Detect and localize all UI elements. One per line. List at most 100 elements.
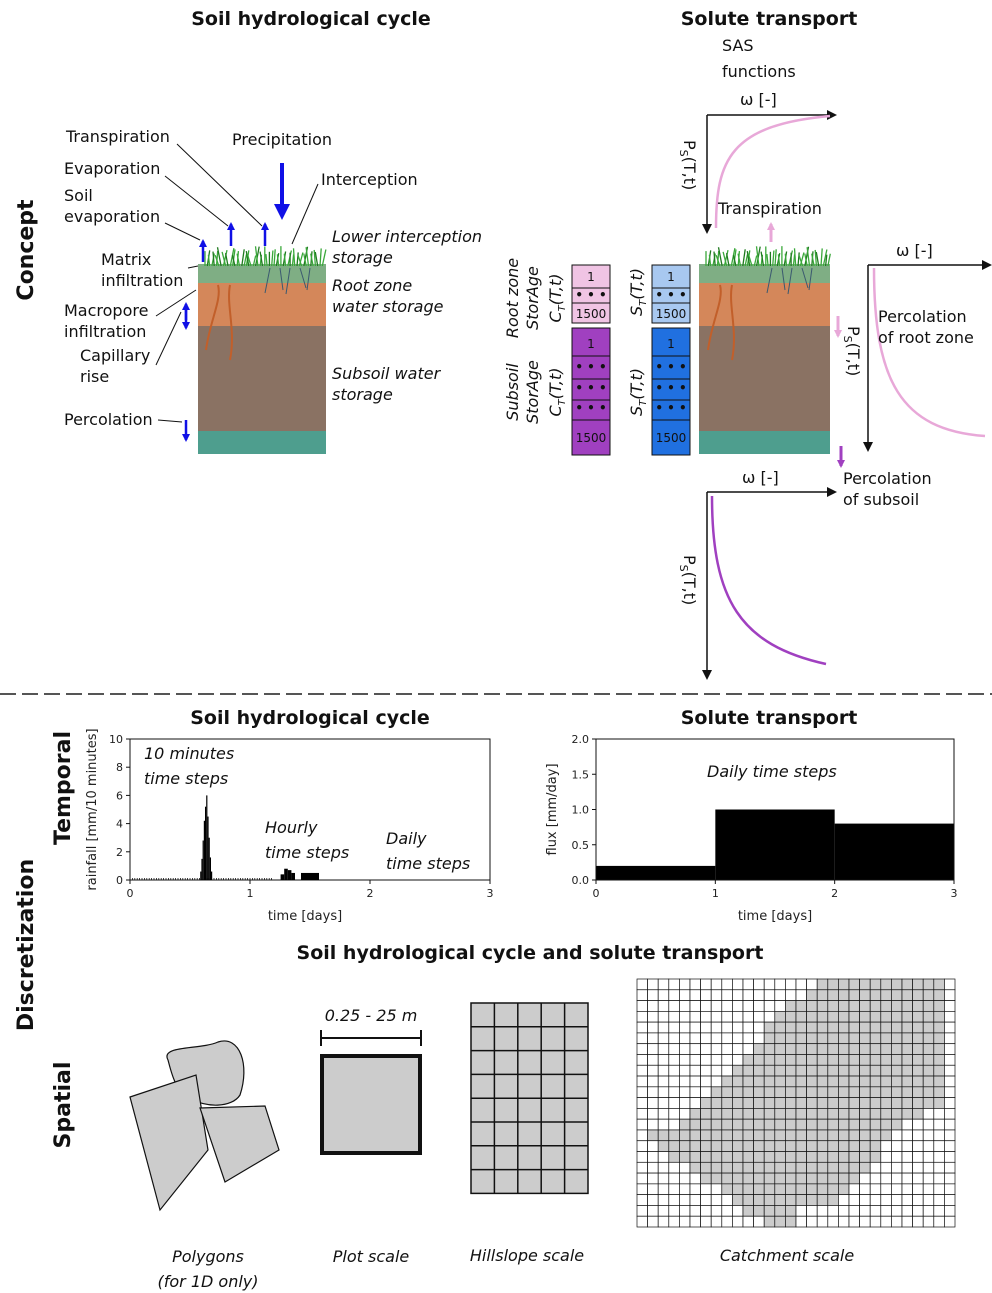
svg-text:1: 1 xyxy=(587,337,595,351)
soil-cycle-title: Soil hydrological cycle xyxy=(191,8,431,30)
label-capillary-1: Capillary xyxy=(80,346,150,365)
label-precipitation: Precipitation xyxy=(232,130,332,149)
label-sas-1: SAS xyxy=(722,36,754,55)
hillslope-grid xyxy=(470,1002,589,1195)
subsoil-storage-blue: 1 • • • • • • • • • 1500 xyxy=(651,327,691,456)
rainfall-xlabel: time [days] xyxy=(268,909,342,924)
note-10min-1: 10 minutes xyxy=(144,744,234,763)
sas2-ps-label: PS(T,t) xyxy=(841,326,863,376)
sas2-omega-label: ω [-] xyxy=(896,241,933,260)
soil-cycle-panel: Soil hydrological cycle xyxy=(64,8,482,454)
interception-layer xyxy=(198,264,326,284)
label-matrix-2: infiltration xyxy=(101,271,183,290)
temporal-solute-title: Solute transport xyxy=(681,707,858,729)
sas2-curve xyxy=(872,267,986,438)
label-rz-ct: CT(T,t) xyxy=(546,274,568,323)
label-ss-storage-1: Subsoil xyxy=(503,363,522,421)
svg-text:1500: 1500 xyxy=(576,431,607,445)
svg-text:1500: 1500 xyxy=(576,307,607,321)
rainfall-bar xyxy=(201,858,203,880)
svg-text:• • •: • • • xyxy=(655,360,686,374)
rainfall-xtick-label: 3 xyxy=(487,887,494,900)
label-evaporation: Evaporation xyxy=(64,159,160,178)
flux-xtick-label: 1 xyxy=(712,887,719,900)
flux-ytick-label: 1.5 xyxy=(572,768,590,781)
plot-scale-shape xyxy=(320,1030,422,1155)
grass-icon xyxy=(705,246,831,267)
flux-ytick-label: 2.0 xyxy=(572,733,590,746)
caption-plot: Plot scale xyxy=(333,1247,410,1266)
note-10min-2: time steps xyxy=(144,769,228,788)
section-label-concept: Concept xyxy=(14,199,39,301)
label-matrix-1: Matrix xyxy=(101,250,151,269)
svg-text:• • •: • • • xyxy=(655,288,686,302)
label-capillary-2: rise xyxy=(80,367,109,386)
plot-size-label: 0.25 - 25 m xyxy=(325,1006,418,1025)
root-zone-storage-lightblue: 1 • • • 1500 xyxy=(651,264,691,324)
label-solute-transpiration: Transpiration xyxy=(717,199,822,218)
svg-text:1: 1 xyxy=(587,270,595,284)
rainfall-ytick-label: 6 xyxy=(116,789,123,802)
flux-xlabel: time [days] xyxy=(738,909,812,924)
root-icon xyxy=(707,284,722,351)
flux-ytick-label: 1.0 xyxy=(572,804,590,817)
rainfall-bar xyxy=(205,806,207,880)
label-rz-st: ST(T,t) xyxy=(627,268,649,316)
svg-text:• • •: • • • xyxy=(575,288,606,302)
fine-roots-icon xyxy=(766,267,813,295)
rainfall-bar xyxy=(211,871,213,880)
rainfall-xtick-label: 2 xyxy=(367,887,374,900)
rainfall-ytick-label: 10 xyxy=(109,733,123,746)
subsoil-layer-2 xyxy=(699,326,830,432)
label-lower-interception-2: storage xyxy=(332,248,393,267)
svg-text:• • •: • • • xyxy=(575,401,606,415)
rainfall-bar xyxy=(206,795,208,880)
label-ss-ct: CT(T,t) xyxy=(546,368,568,417)
label-ss-st: ST(T,t) xyxy=(627,368,649,416)
note-daily-right: Daily time steps xyxy=(707,762,837,781)
label-soil-evaporation-1: Soil xyxy=(64,186,93,205)
label-perc-root-1: Percolation xyxy=(878,307,967,326)
flux-ytick-label: 0.0 xyxy=(572,874,590,887)
flux-xtick-label: 2 xyxy=(831,887,838,900)
rainfall-bar xyxy=(209,857,211,880)
flux-bar xyxy=(834,823,954,880)
subsoil-layer xyxy=(198,326,326,432)
subsoil-storage-magenta: 1 • • • • • • • • • 1500 xyxy=(571,327,611,456)
sas1-ps-label: PS(T,t) xyxy=(677,140,699,190)
label-perc-sub-1: Percolation xyxy=(843,469,932,488)
caption-hillslope: Hillslope scale xyxy=(470,1246,584,1265)
root-icon xyxy=(730,284,735,361)
rainfall-ytick-label: 8 xyxy=(116,761,123,774)
svg-text:1500: 1500 xyxy=(656,307,687,321)
root-icon xyxy=(228,284,233,361)
label-root-zone-2: water storage xyxy=(332,297,444,316)
fine-roots-icon xyxy=(264,267,311,295)
grass-icon xyxy=(204,246,327,267)
rainfall-ylabel: rainfall [mm/10 minutes] xyxy=(85,728,100,890)
interception-layer-2 xyxy=(699,264,830,284)
spatial-title: Soil hydrological cycle and solute trans… xyxy=(297,942,764,964)
root-zone-storage-pink: 1 • • • 1500 xyxy=(571,264,611,324)
sas3-ps-label: PS(T,t) xyxy=(677,555,699,605)
note-hourly-2: time steps xyxy=(265,843,349,862)
flux-bar xyxy=(715,809,835,880)
svg-text:1: 1 xyxy=(667,337,675,351)
sas1-curve xyxy=(714,114,831,229)
sas3-curve xyxy=(710,495,827,666)
bottom-layer-2 xyxy=(699,431,830,454)
svg-text:• • •: • • • xyxy=(655,401,686,415)
section-label-discretization: Discretization xyxy=(14,859,39,1031)
flux-ytick-label: 0.5 xyxy=(572,839,590,852)
flux-ylabel: flux [mm/day] xyxy=(545,763,560,855)
svg-text:• • •: • • • xyxy=(575,360,606,374)
rainfall-bar xyxy=(203,820,205,880)
svg-text:• • •: • • • xyxy=(575,381,606,395)
label-perc-root-2: of root zone xyxy=(878,328,974,347)
label-percolation: Percolation xyxy=(64,410,153,429)
solute-transport-panel: Solute transport SAS functions ω [-] PS(… xyxy=(503,8,992,680)
rainfall-bar xyxy=(280,874,285,880)
label-interception: Interception xyxy=(321,170,418,189)
label-lower-interception-1: Lower interception xyxy=(332,227,482,246)
